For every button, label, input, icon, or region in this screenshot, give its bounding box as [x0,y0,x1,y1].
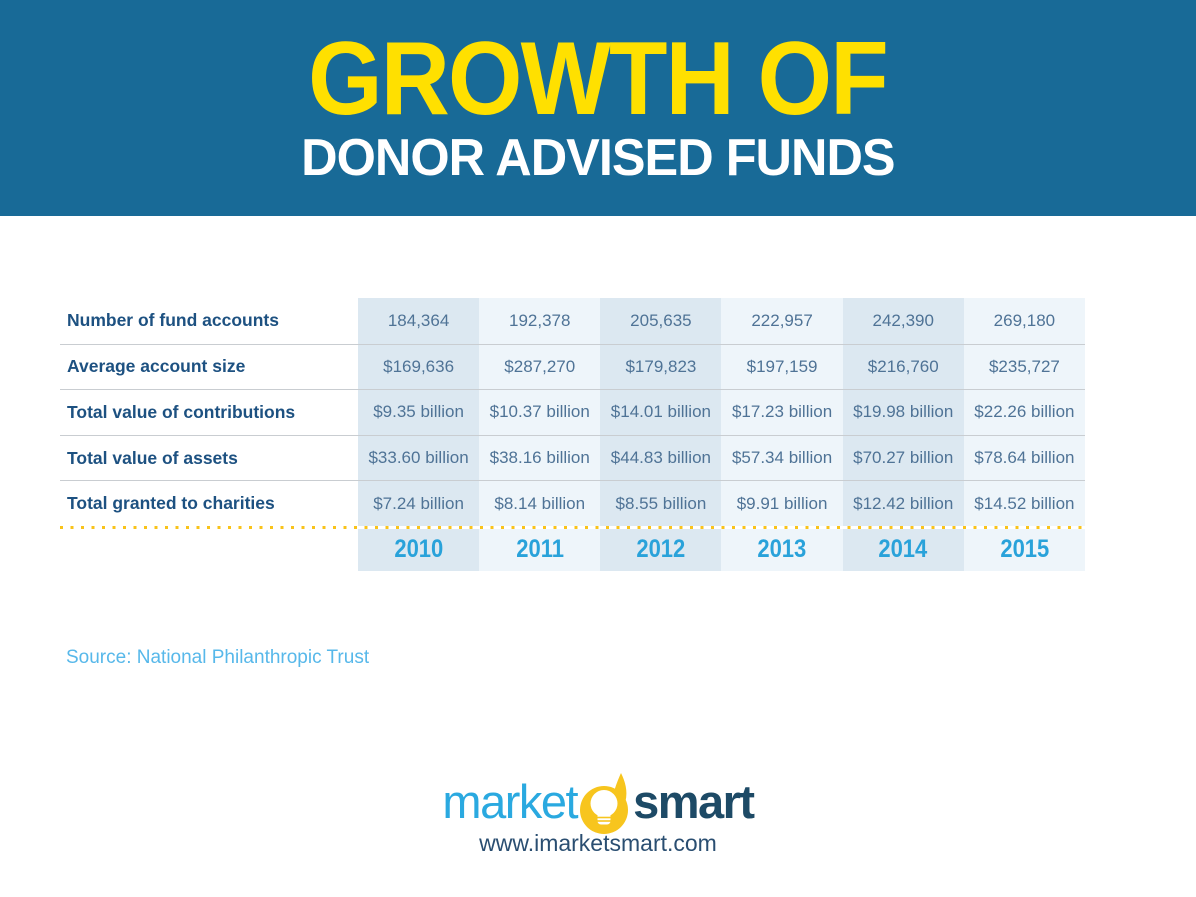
value-cell: $38.16 billion [479,435,601,481]
value-cell: 205,635 [600,298,722,344]
value-cell: $44.83 billion [600,435,722,481]
value-cell: $14.01 billion [600,390,722,435]
source-text: Source: National Philanthropic Trust [66,647,370,668]
value-cell: $57.34 billion [721,435,843,481]
value-cell: $8.14 billion [479,481,601,526]
value-cell: $216,760 [842,344,964,390]
table-row: Total value of contributions $9.35 billio… [60,389,1085,435]
value-cell: $7.24 billion [358,481,480,526]
value-cell: $235,727 [963,344,1085,390]
table-row: Total value of assets $33.60 billion $38.1… [60,434,1085,481]
year-label-text: 2015 [999,535,1049,564]
row-label: Total value of assets [60,435,358,481]
page-subtitle: DONOR ADVISED FUNDS [301,129,895,188]
value-cell: $9.35 billion [358,390,480,435]
dotted-divider [60,525,1085,529]
table-row: Average account size $169,636 $287,270 $179… [60,343,1085,390]
header-banner: GROWTH OF DONOR ADVISED FUNDS [0,0,1196,216]
table-row: Number of fund accounts 184,364 192,378 205… [60,298,1085,344]
year-label-text: 2010 [394,535,444,564]
year-label: 2015 [963,528,1085,571]
value-cell: 242,390 [842,298,964,344]
value-cell: $179,823 [600,344,722,390]
row-label: Total value of contributions [60,390,358,435]
year-label-text: 2014 [878,535,928,564]
year-label: 2011 [479,528,601,571]
value-cell: $78.64 billion [963,435,1085,481]
row-label: Number of fund accounts [60,298,358,344]
value-cell: $8.55 billion [600,481,722,526]
year-label: 2013 [721,528,843,571]
year-label-text: 2013 [757,535,807,564]
lightbulb-icon [580,773,629,834]
value-cell: $9.91 billion [721,481,843,526]
table-row: Total granted to charities $7.24 billion $… [60,480,1085,526]
value-cell: $12.42 billion [842,481,964,526]
data-table: Number of fund accounts 184,364 192,378 205… [60,298,1085,571]
value-cell: 192,378 [479,298,601,344]
value-cell: $287,270 [479,344,601,390]
value-cell: $14.52 billion [963,481,1085,526]
year-label: 2010 [358,528,480,571]
value-cell: $10.37 billion [479,390,601,435]
value-cell: $197,159 [721,344,843,390]
value-cell: $70.27 billion [842,435,964,481]
website-text: www.imarketsmart.com [479,830,717,856]
value-cell: 269,180 [963,298,1085,344]
logo-smart-text: smart [633,774,755,828]
value-cell: $17.23 billion [721,390,843,435]
page-title: GROWTH OF [308,21,890,138]
value-cell: $33.60 billion [358,435,480,481]
value-cell: $169,636 [358,344,480,390]
value-cell: $22.26 billion [963,390,1085,435]
year-label: 2014 [842,528,964,571]
marketsmart-logo: market smart [0,770,1196,834]
value-cell: 184,364 [358,298,480,344]
year-label: 2012 [600,528,722,571]
logo-market-text: market [442,774,578,828]
row-label: Average account size [60,344,358,390]
value-cell: 222,957 [721,298,843,344]
year-label-text: 2011 [515,535,564,564]
value-cell: $19.98 billion [842,390,964,435]
years-row-spacer [60,528,358,571]
year-label-text: 2012 [636,535,686,564]
row-label: Total granted to charities [60,481,358,526]
years-row: 2010 2011 2012 2013 2014 2015 [60,528,1085,571]
